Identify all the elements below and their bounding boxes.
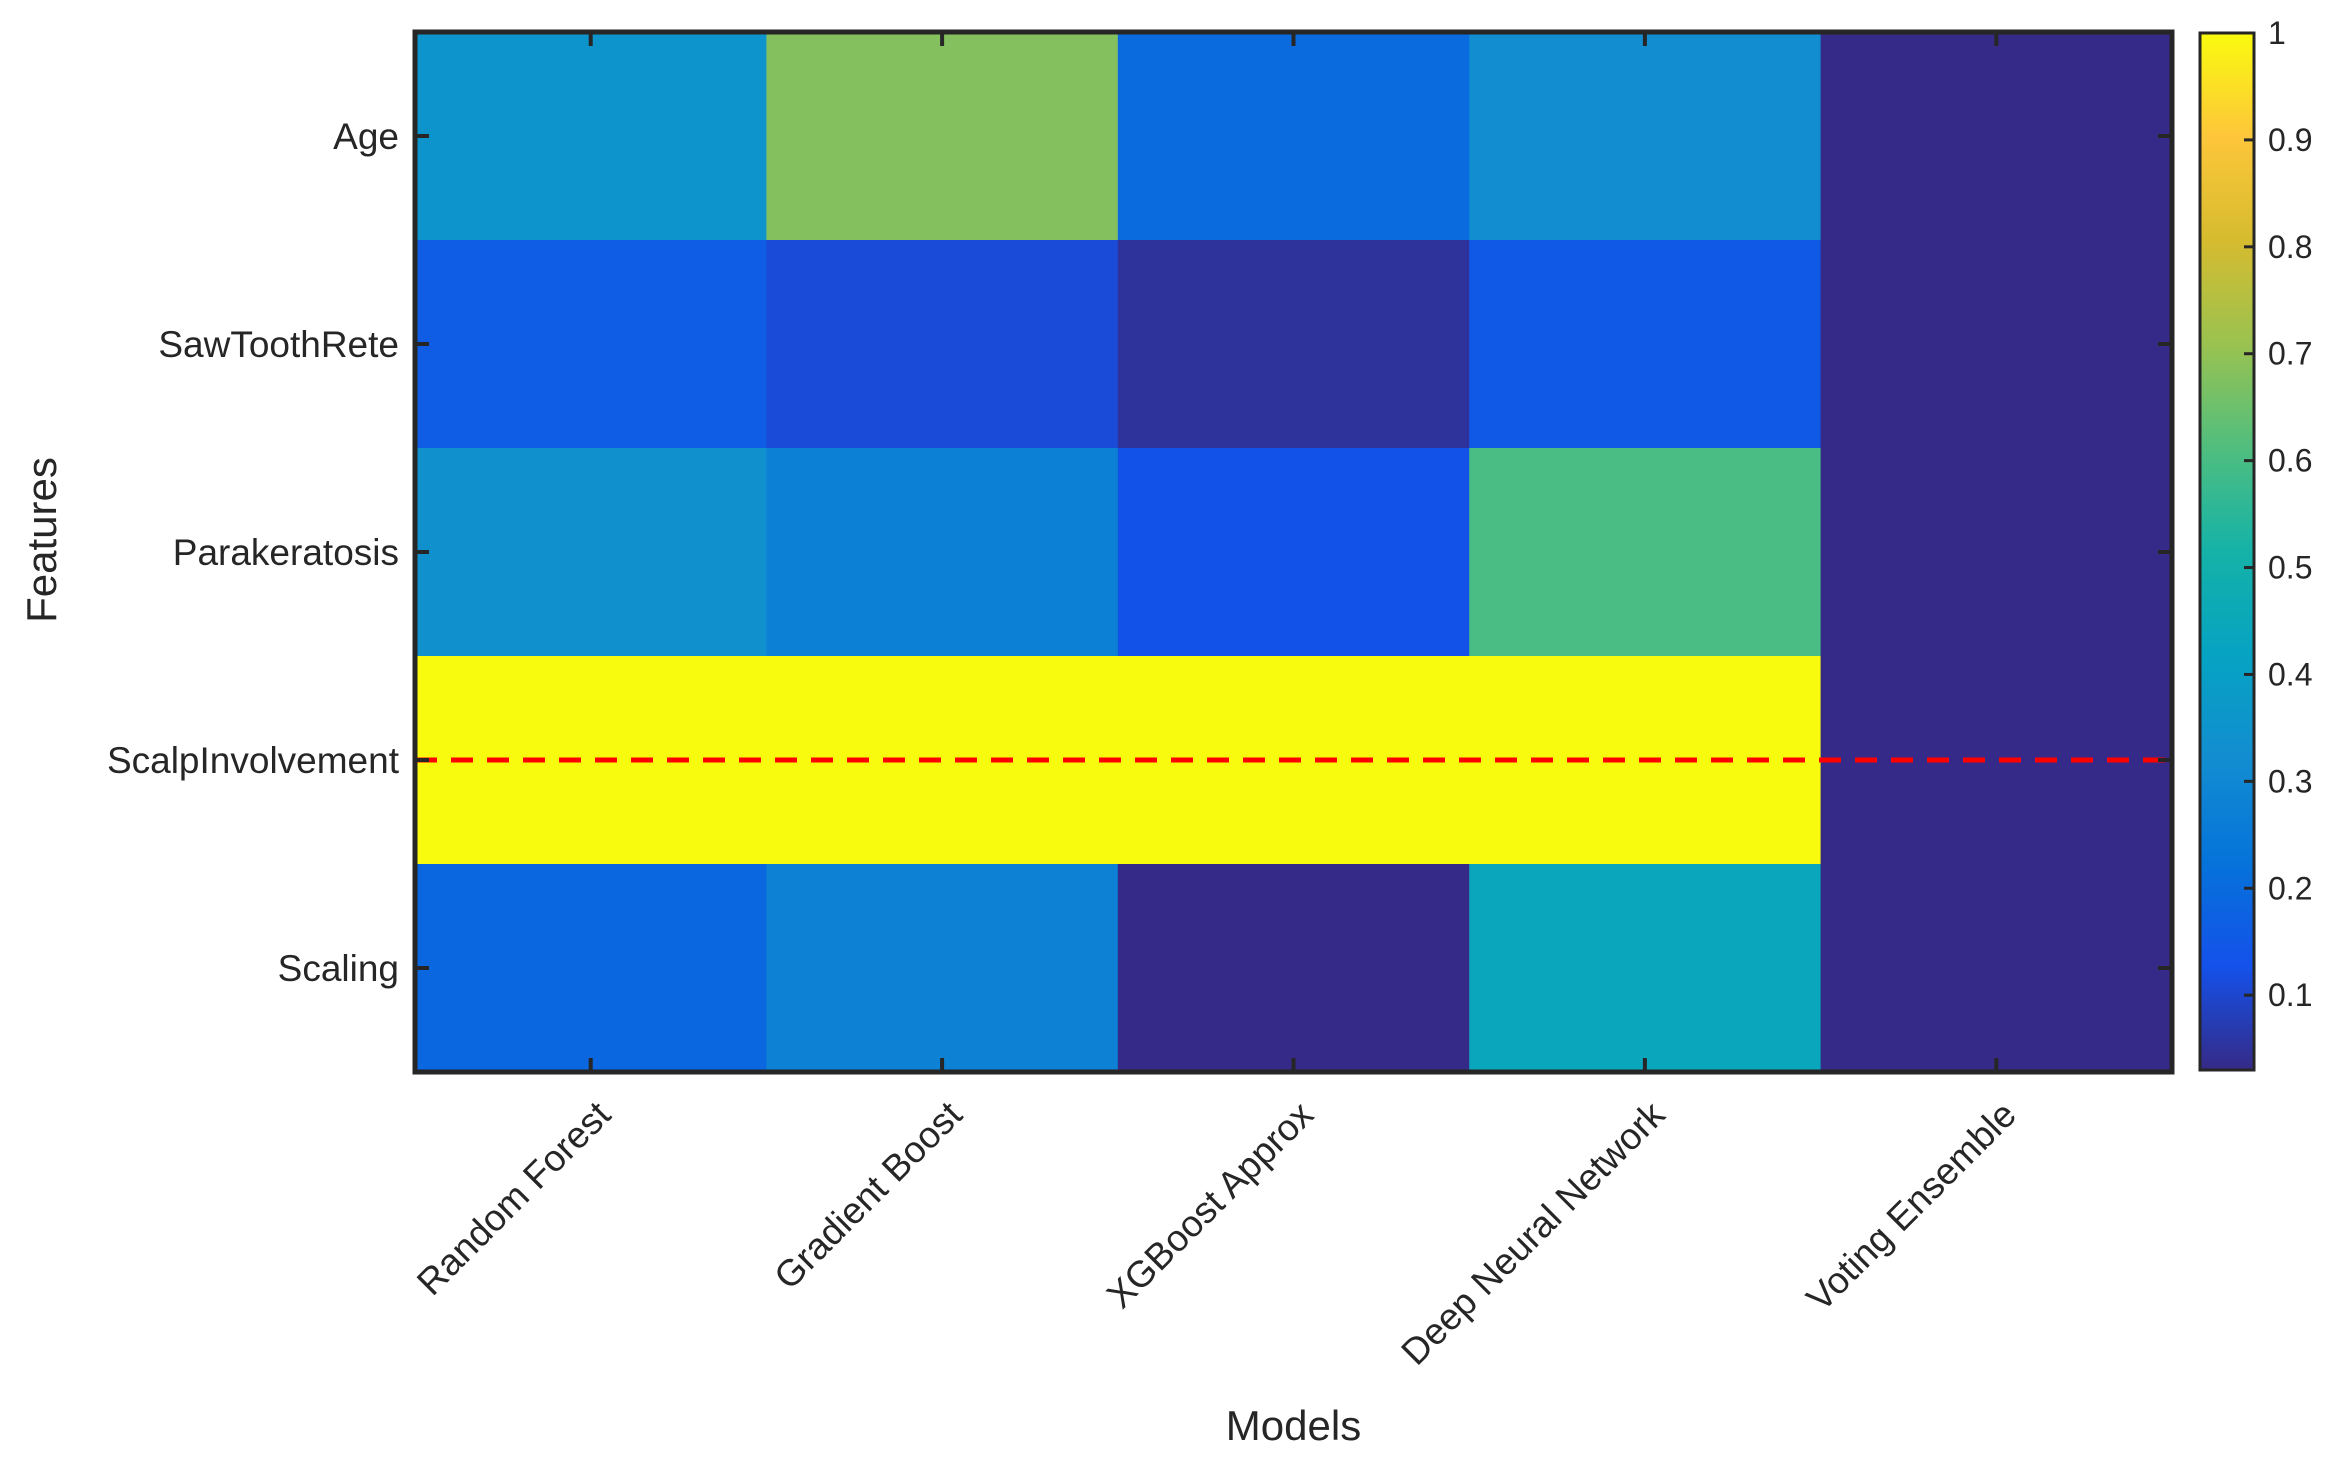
x-tick-label-xgboost-approx: XGBoost Approx <box>1099 1093 1322 1316</box>
cell-age-random-forest <box>415 32 767 241</box>
y-tick-label-sawtoothrete: SawToothRete <box>158 324 399 365</box>
colorbar-tick-label-5: 0.6 <box>2268 443 2312 479</box>
cell-sawtoothrete-voting-ensemble <box>1820 240 2173 449</box>
x-axis-title: Models <box>1226 1402 1361 1449</box>
cell-age-deep-neural-network <box>1469 32 1822 241</box>
cell-parakeratosis-voting-ensemble <box>1820 448 2173 657</box>
colorbar-tick-label-0: 0.1 <box>2268 977 2312 1013</box>
cell-age-xgboost-approx <box>1117 32 1470 241</box>
cell-sawtoothrete-xgboost-approx <box>1117 240 1470 449</box>
colorbar-tick-label-1: 0.2 <box>2268 870 2312 906</box>
cell-scaling-xgboost-approx <box>1117 864 1470 1073</box>
cell-scaling-gradient-boost <box>766 864 1119 1073</box>
x-tick-label-voting-ensemble: Voting Ensemble <box>1799 1094 2024 1319</box>
colorbar-gradient <box>2200 33 2254 1070</box>
x-tick-label-gradient-boost: Gradient Boost <box>766 1093 970 1297</box>
axis-ticks <box>415 32 2172 1072</box>
colorbar-frame <box>2198 31 2256 1072</box>
heatmap-cells <box>415 32 2173 1073</box>
cell-sawtoothrete-deep-neural-network <box>1469 240 1822 449</box>
cell-parakeratosis-gradient-boost <box>766 448 1119 657</box>
cell-parakeratosis-xgboost-approx <box>1117 448 1470 657</box>
cell-parakeratosis-deep-neural-network <box>1469 448 1822 657</box>
colorbar-tick-label-4: 0.5 <box>2268 550 2312 586</box>
cell-age-voting-ensemble <box>1820 32 2173 241</box>
colorbar: 0.1 0.2 0.3 0.4 0.5 0.6 0.7 0.8 0.9 1 <box>2198 15 2312 1072</box>
cell-scaling-voting-ensemble <box>1820 864 2173 1073</box>
colorbar-tick-label-3: 0.4 <box>2268 656 2312 692</box>
cell-age-gradient-boost <box>766 32 1119 241</box>
y-tick-label-age: Age <box>333 116 399 157</box>
cell-scaling-random-forest <box>415 864 767 1073</box>
cell-sawtoothrete-gradient-boost <box>766 240 1119 449</box>
cell-scaling-deep-neural-network <box>1469 864 1822 1073</box>
y-tick-label-scalpinvolvement: ScalpInvolvement <box>107 740 400 781</box>
cell-sawtoothrete-random-forest <box>415 240 767 449</box>
colorbar-tick-label-8: 0.9 <box>2268 122 2312 158</box>
y-tick-label-scaling: Scaling <box>278 948 399 989</box>
colorbar-tick-label-7: 0.8 <box>2268 229 2312 265</box>
y-axis-title: Features <box>18 457 65 623</box>
colorbar-tick-label-9: 1 <box>2268 15 2286 51</box>
cell-parakeratosis-random-forest <box>415 448 767 657</box>
x-tick-label-random-forest: Random Forest <box>409 1093 619 1303</box>
colorbar-tick-label-6: 0.7 <box>2268 336 2312 372</box>
y-tick-label-parakeratosis: Parakeratosis <box>173 532 399 573</box>
colorbar-tick-label-2: 0.3 <box>2268 763 2312 799</box>
x-tick-label-deep-neural-network: Deep Neural Network <box>1393 1093 1672 1372</box>
